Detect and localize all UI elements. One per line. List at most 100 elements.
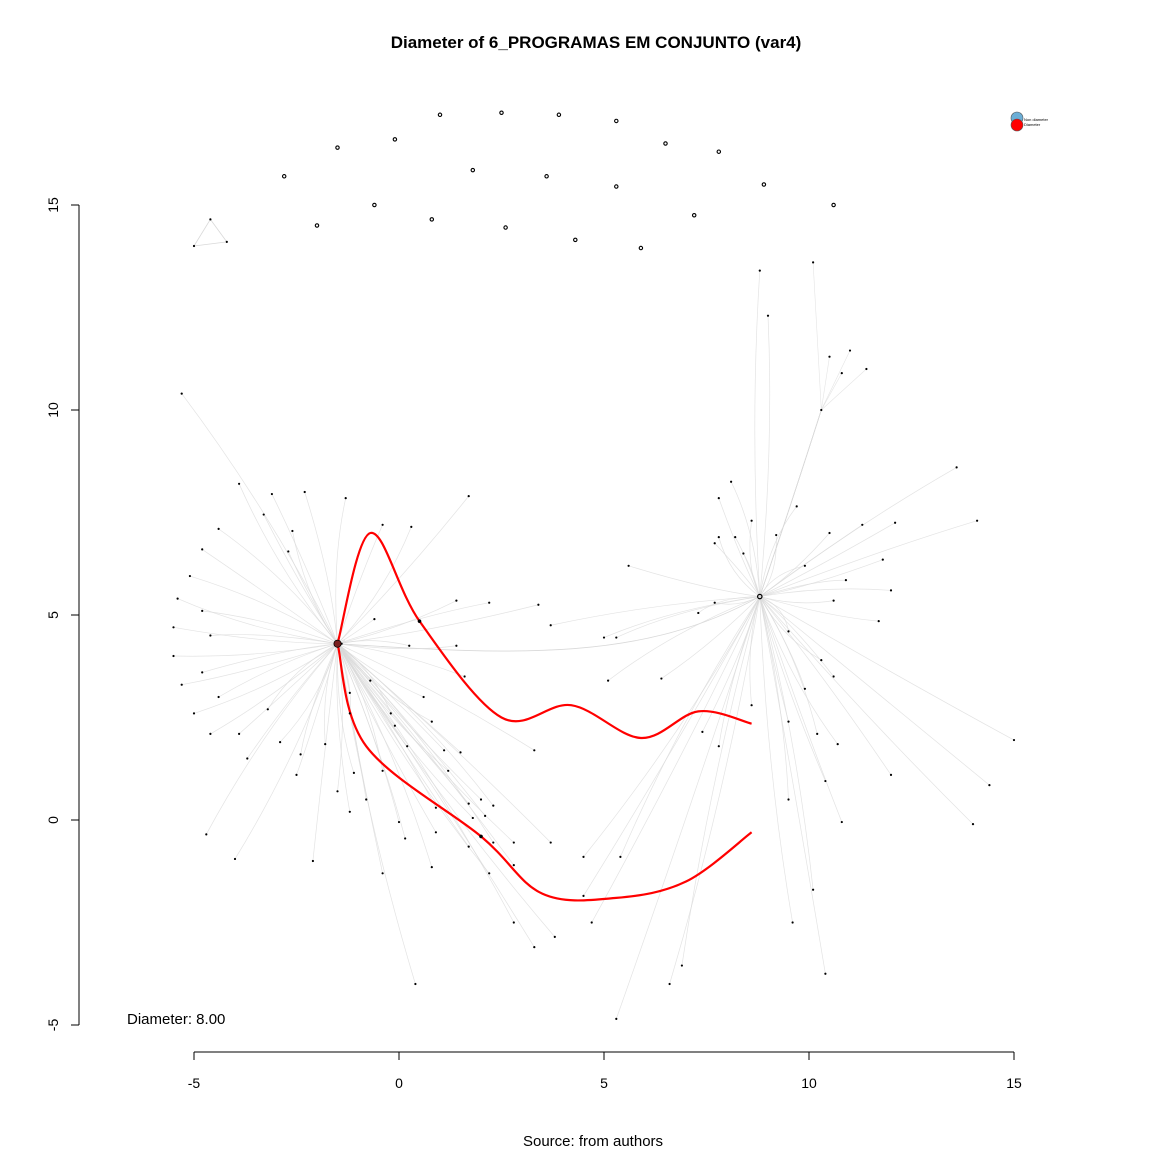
node (443, 749, 446, 752)
edge (759, 409, 822, 597)
node (803, 564, 807, 567)
edge (202, 643, 338, 673)
node (512, 864, 515, 867)
edge (337, 643, 424, 698)
edge (669, 596, 761, 985)
edge (759, 596, 806, 689)
isolate-node (499, 110, 504, 116)
node (619, 855, 622, 859)
node (701, 730, 704, 733)
node (812, 261, 815, 264)
edge (583, 596, 761, 897)
isolate-node (614, 118, 619, 124)
edge (759, 520, 978, 597)
node (836, 743, 839, 746)
chart-caption: Source: from authors (523, 1133, 663, 1150)
node (627, 564, 630, 567)
edge (759, 596, 789, 632)
edge (759, 559, 883, 597)
node (467, 845, 470, 848)
edge (759, 535, 777, 597)
isolate-node (503, 225, 508, 230)
edge (681, 596, 761, 966)
edge (336, 643, 355, 773)
y-tick-label: 10 (45, 402, 61, 418)
edge (616, 596, 760, 638)
edge (759, 596, 990, 786)
hub-node (333, 639, 342, 648)
node (787, 720, 790, 723)
edge (749, 596, 761, 706)
edge (550, 596, 760, 626)
node (820, 659, 823, 662)
edge (337, 643, 469, 847)
node (389, 712, 392, 715)
edge (337, 643, 515, 866)
edge (205, 643, 338, 835)
node (971, 823, 975, 826)
hub-node (756, 593, 763, 600)
node (844, 579, 848, 582)
node (488, 601, 491, 604)
x-tick-label: 0 (395, 1075, 403, 1091)
node (787, 798, 790, 801)
isolate-node (614, 184, 619, 189)
node (750, 704, 753, 707)
node (742, 552, 745, 555)
edge (754, 270, 761, 597)
node (582, 894, 585, 897)
x-axis: -5 0 5 10 15 (188, 1051, 1022, 1091)
node (233, 857, 237, 861)
node (549, 624, 552, 627)
edge (628, 565, 760, 597)
node (734, 536, 737, 539)
node (881, 558, 884, 561)
edge (210, 219, 228, 243)
node (607, 679, 610, 682)
node (861, 523, 864, 526)
y-tick-label: 15 (45, 197, 61, 213)
edge (620, 596, 761, 858)
chart-title: Diameter of 6_PROGRAMAS EM CONJUNTO (var… (391, 33, 802, 52)
edge (337, 643, 494, 843)
node (209, 634, 212, 637)
node (410, 525, 413, 528)
node (201, 609, 204, 613)
node (188, 574, 191, 578)
edge (337, 643, 490, 874)
node (381, 872, 384, 875)
node (205, 833, 208, 836)
node (369, 679, 372, 682)
edge (337, 643, 457, 650)
edge (759, 524, 863, 597)
node (365, 798, 368, 801)
node (455, 644, 458, 647)
edge (759, 596, 826, 974)
node (889, 589, 893, 592)
isolate-node (335, 145, 340, 150)
edge (583, 596, 761, 858)
node (717, 497, 720, 500)
edge (615, 596, 761, 1019)
legend-label: Non diameter (1024, 117, 1049, 122)
isolate-node (691, 213, 697, 218)
node (582, 855, 585, 859)
edge (337, 643, 556, 938)
node (758, 269, 761, 272)
edge (749, 520, 761, 597)
edge (759, 596, 879, 622)
edge (337, 640, 410, 647)
node (865, 367, 868, 371)
node (336, 790, 339, 793)
node (176, 597, 179, 600)
edge (335, 498, 347, 644)
node (209, 218, 212, 221)
isolate-node (831, 202, 836, 208)
edge (337, 526, 412, 644)
node (209, 732, 212, 736)
isolate-node (437, 112, 443, 118)
edge (193, 643, 338, 714)
isolate-node (663, 141, 668, 146)
node (479, 798, 483, 801)
diameter-annotation: Diameter: 8.00 (127, 1011, 225, 1028)
